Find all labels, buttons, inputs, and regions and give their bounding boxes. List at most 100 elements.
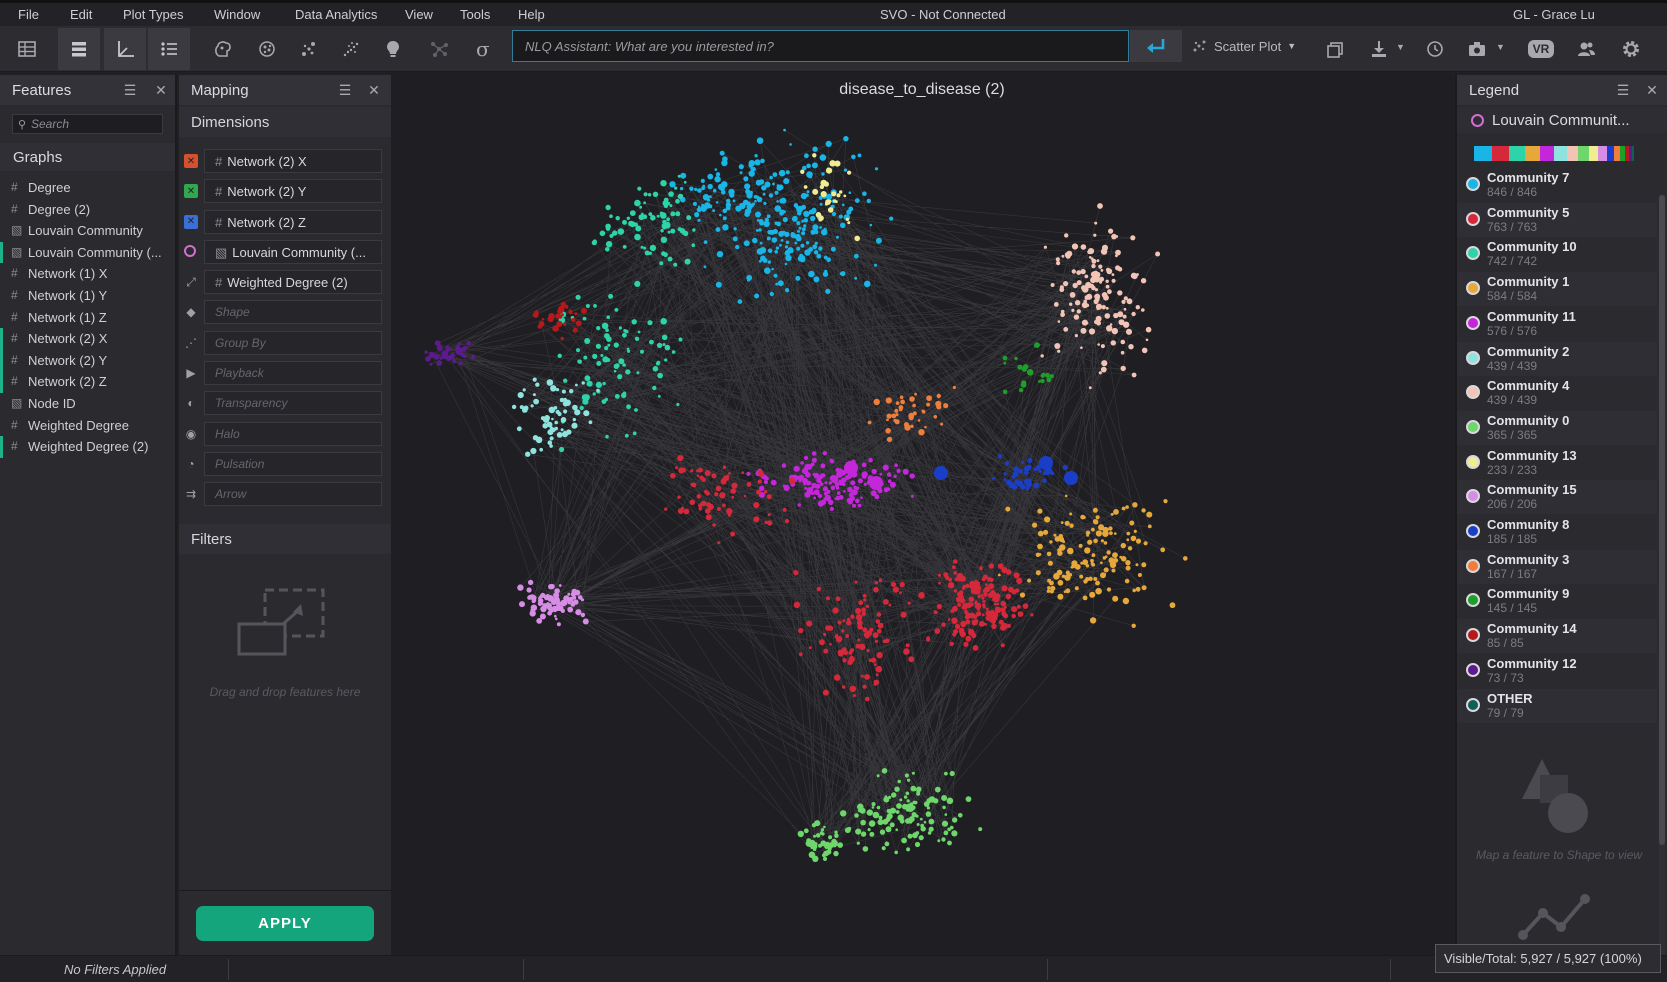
network-node[interactable] (756, 489, 762, 495)
network-node[interactable] (822, 689, 829, 696)
dimension-slot[interactable]: # Network (2) X (204, 149, 382, 173)
network-node[interactable] (878, 578, 883, 582)
network-node[interactable] (834, 160, 841, 167)
network-node[interactable] (851, 154, 856, 160)
network-node[interactable] (584, 338, 591, 344)
network-node[interactable] (887, 808, 893, 814)
network-node[interactable] (660, 180, 667, 187)
network-node[interactable] (937, 839, 941, 843)
network-node[interactable] (675, 198, 680, 204)
network-node[interactable] (884, 841, 890, 847)
network-node[interactable] (1094, 221, 1098, 225)
network-node[interactable] (878, 815, 883, 820)
network-node[interactable] (1103, 294, 1109, 301)
network-node[interactable] (622, 219, 627, 225)
network-node[interactable] (652, 191, 659, 197)
network-node[interactable] (546, 379, 554, 386)
network-node[interactable] (683, 508, 690, 515)
network-node[interactable] (722, 224, 729, 231)
network-node[interactable] (983, 592, 988, 597)
network-node[interactable] (571, 318, 576, 323)
network-node[interactable] (572, 595, 577, 600)
network-node[interactable] (617, 228, 625, 235)
network-node[interactable] (458, 361, 463, 366)
network-node[interactable] (678, 337, 683, 342)
network-node[interactable] (692, 228, 696, 232)
network-node[interactable] (875, 619, 881, 624)
network-node[interactable] (904, 773, 910, 778)
network-node[interactable] (551, 417, 554, 421)
network-node[interactable] (772, 182, 775, 186)
network-node[interactable] (605, 434, 609, 439)
network-node[interactable] (881, 846, 886, 851)
screenshot-chevron-icon[interactable]: ▼ (1496, 42, 1505, 52)
network-node[interactable] (1057, 593, 1064, 600)
network-node[interactable] (925, 811, 932, 817)
network-node[interactable] (714, 176, 721, 183)
network-node[interactable] (860, 496, 863, 500)
network-node[interactable] (824, 494, 831, 502)
network-node[interactable] (1111, 327, 1118, 335)
network-node[interactable] (790, 232, 795, 236)
network-node[interactable] (791, 216, 798, 222)
network-node[interactable] (530, 604, 538, 611)
network-node[interactable] (848, 650, 853, 655)
network-node[interactable] (1111, 233, 1117, 240)
network-node[interactable] (1108, 228, 1114, 234)
network-node[interactable] (675, 211, 681, 217)
network-node[interactable] (670, 228, 676, 234)
network-node[interactable] (923, 820, 927, 824)
network-node[interactable] (746, 482, 752, 487)
network-node[interactable] (547, 607, 551, 611)
network-node[interactable] (926, 806, 931, 810)
network-node[interactable] (828, 481, 832, 485)
network-node[interactable] (812, 472, 816, 477)
network-node[interactable] (670, 473, 676, 479)
network-node[interactable] (703, 240, 708, 245)
dimension-slot[interactable]: Transparency (204, 391, 382, 416)
network-node[interactable] (1003, 478, 1007, 482)
network-hub-node[interactable] (869, 476, 883, 490)
network-node[interactable] (785, 240, 790, 244)
network-node[interactable] (1003, 472, 1007, 476)
network-node[interactable] (974, 601, 977, 605)
network-node[interactable] (863, 482, 867, 486)
network-node[interactable] (812, 244, 818, 250)
network-node[interactable] (605, 247, 610, 252)
network-node[interactable] (707, 503, 714, 510)
network-node[interactable] (1097, 343, 1100, 346)
network-node[interactable] (460, 352, 466, 358)
close-icon[interactable]: ✕ (368, 82, 380, 98)
network-node[interactable] (993, 596, 1000, 603)
network-node[interactable] (542, 423, 548, 429)
network-node[interactable] (612, 230, 618, 236)
network-node[interactable] (854, 813, 859, 818)
feature-item[interactable]: # Degree (0, 177, 175, 199)
network-node[interactable] (1120, 556, 1127, 562)
network-node[interactable] (1054, 343, 1061, 349)
network-node[interactable] (797, 830, 804, 838)
network-node[interactable] (907, 778, 911, 782)
network-node[interactable] (917, 419, 921, 422)
network-node[interactable] (1069, 292, 1076, 298)
network-node[interactable] (1056, 261, 1061, 266)
network-node[interactable] (1001, 611, 1007, 617)
network-node[interactable] (1128, 344, 1134, 350)
network-node[interactable] (609, 214, 613, 218)
network-node[interactable] (835, 486, 840, 490)
network-node[interactable] (914, 800, 918, 805)
network-node[interactable] (558, 584, 562, 587)
network-node[interactable] (825, 288, 831, 294)
network-node[interactable] (825, 199, 831, 205)
network-node[interactable] (548, 406, 556, 414)
network-node[interactable] (849, 685, 857, 693)
network-node[interactable] (549, 436, 554, 441)
network-node[interactable] (816, 485, 820, 489)
network-node[interactable] (1057, 579, 1064, 586)
network-node[interactable] (982, 588, 988, 594)
network-node[interactable] (919, 817, 923, 821)
network-node[interactable] (582, 398, 589, 405)
network-node[interactable] (1014, 479, 1020, 485)
network-node[interactable] (888, 603, 892, 607)
network-node[interactable] (764, 267, 771, 274)
